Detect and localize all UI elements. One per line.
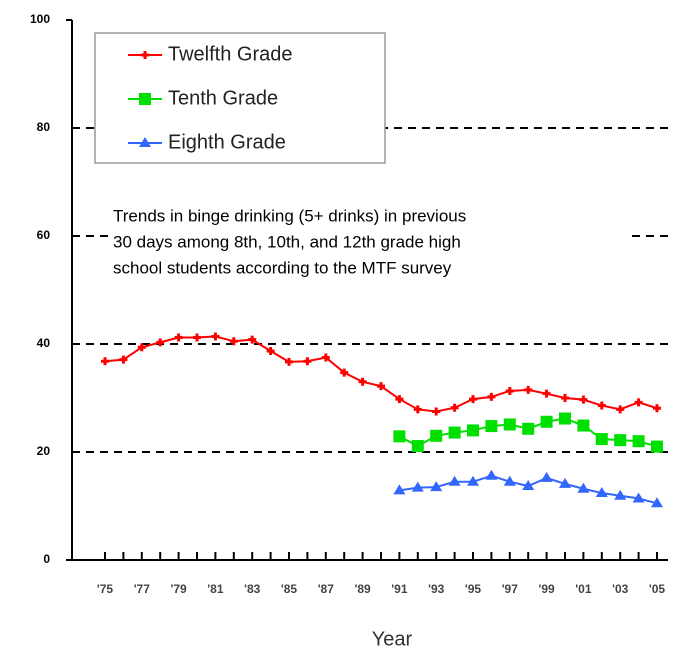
x-tick-label: '77 bbox=[134, 582, 151, 596]
marker bbox=[522, 422, 535, 435]
marker bbox=[137, 343, 146, 352]
marker bbox=[595, 487, 608, 498]
annotation-bg bbox=[108, 203, 628, 289]
marker bbox=[651, 497, 663, 508]
marker bbox=[467, 475, 479, 486]
marker bbox=[485, 469, 498, 480]
marker bbox=[651, 440, 663, 453]
x-tick-label: '91 bbox=[391, 582, 408, 596]
legend-label: Twelfth Grade bbox=[168, 43, 293, 65]
marker bbox=[577, 419, 590, 432]
x-tick-label: '75 bbox=[97, 582, 114, 596]
x-tick-label: '93 bbox=[428, 582, 445, 596]
marker bbox=[503, 475, 516, 486]
marker bbox=[469, 395, 477, 404]
marker bbox=[616, 405, 625, 414]
marker bbox=[540, 415, 553, 428]
marker bbox=[411, 440, 424, 453]
y-tick-label: 80 bbox=[37, 120, 51, 134]
marker bbox=[559, 477, 571, 488]
annotation: Trends in binge drinking (5+ drinks) in … bbox=[113, 206, 466, 225]
annotation: 30 days among 8th, 10th, and 12th grade … bbox=[113, 232, 461, 251]
legend-label: Eighth Grade bbox=[168, 131, 286, 153]
marker bbox=[579, 395, 588, 404]
x-tick-label: '01 bbox=[575, 582, 592, 596]
marker bbox=[561, 394, 569, 402]
marker bbox=[467, 424, 479, 437]
marker bbox=[487, 392, 496, 401]
marker bbox=[141, 51, 149, 59]
x-tick-label: '81 bbox=[207, 582, 224, 596]
x-tick-label: '83 bbox=[244, 582, 261, 596]
x-tick-label: '87 bbox=[318, 582, 335, 596]
marker bbox=[156, 338, 165, 347]
marker bbox=[432, 407, 441, 416]
marker bbox=[577, 482, 590, 493]
x-axis-label: Year bbox=[372, 628, 413, 650]
x-tick-label: '99 bbox=[538, 582, 555, 596]
y-tick-label: 60 bbox=[37, 228, 51, 242]
marker bbox=[559, 412, 571, 425]
marker bbox=[248, 335, 257, 344]
marker bbox=[139, 137, 151, 147]
marker bbox=[303, 357, 312, 366]
marker bbox=[595, 433, 608, 446]
x-tick-label: '05 bbox=[649, 582, 666, 596]
marker bbox=[413, 405, 422, 414]
y-tick-label: 20 bbox=[37, 444, 51, 458]
marker bbox=[448, 426, 461, 439]
marker bbox=[503, 418, 516, 431]
marker bbox=[540, 471, 553, 482]
marker bbox=[285, 357, 293, 366]
marker bbox=[211, 332, 220, 341]
marker bbox=[411, 481, 424, 492]
marker bbox=[266, 347, 275, 356]
marker bbox=[358, 377, 367, 386]
marker bbox=[505, 386, 514, 395]
marker bbox=[395, 395, 404, 404]
marker bbox=[229, 337, 238, 346]
x-tick-label: '85 bbox=[281, 582, 298, 596]
marker bbox=[174, 333, 183, 342]
y-tick-label: 0 bbox=[43, 552, 50, 566]
marker bbox=[340, 368, 349, 377]
marker bbox=[485, 420, 498, 433]
marker bbox=[450, 403, 459, 412]
marker bbox=[542, 389, 551, 398]
x-tick-label: '03 bbox=[612, 582, 629, 596]
marker bbox=[119, 355, 128, 364]
annotation: school students according to the MTF sur… bbox=[113, 258, 452, 277]
marker bbox=[634, 398, 643, 407]
marker bbox=[614, 434, 627, 447]
legend-label: Tenth Grade bbox=[168, 87, 278, 109]
y-tick-label: 100 bbox=[30, 12, 50, 26]
y-tick-label: 40 bbox=[37, 336, 51, 350]
marker bbox=[653, 404, 661, 413]
marker bbox=[321, 353, 330, 362]
x-tick-label: '79 bbox=[170, 582, 187, 596]
marker bbox=[193, 333, 201, 342]
marker bbox=[393, 430, 406, 443]
marker bbox=[430, 429, 443, 442]
marker bbox=[393, 484, 406, 495]
x-tick-label: '89 bbox=[354, 582, 371, 596]
marker bbox=[614, 489, 627, 500]
marker bbox=[101, 357, 109, 366]
marker bbox=[597, 401, 606, 410]
marker bbox=[430, 481, 443, 492]
marker bbox=[632, 492, 645, 503]
marker bbox=[139, 93, 151, 105]
marker bbox=[377, 382, 385, 391]
marker bbox=[524, 385, 533, 394]
series-line bbox=[104, 335, 658, 413]
x-tick-label: '97 bbox=[502, 582, 519, 596]
marker bbox=[632, 435, 645, 448]
x-tick-label: '95 bbox=[465, 582, 482, 596]
marker bbox=[448, 475, 461, 486]
marker bbox=[522, 480, 535, 491]
